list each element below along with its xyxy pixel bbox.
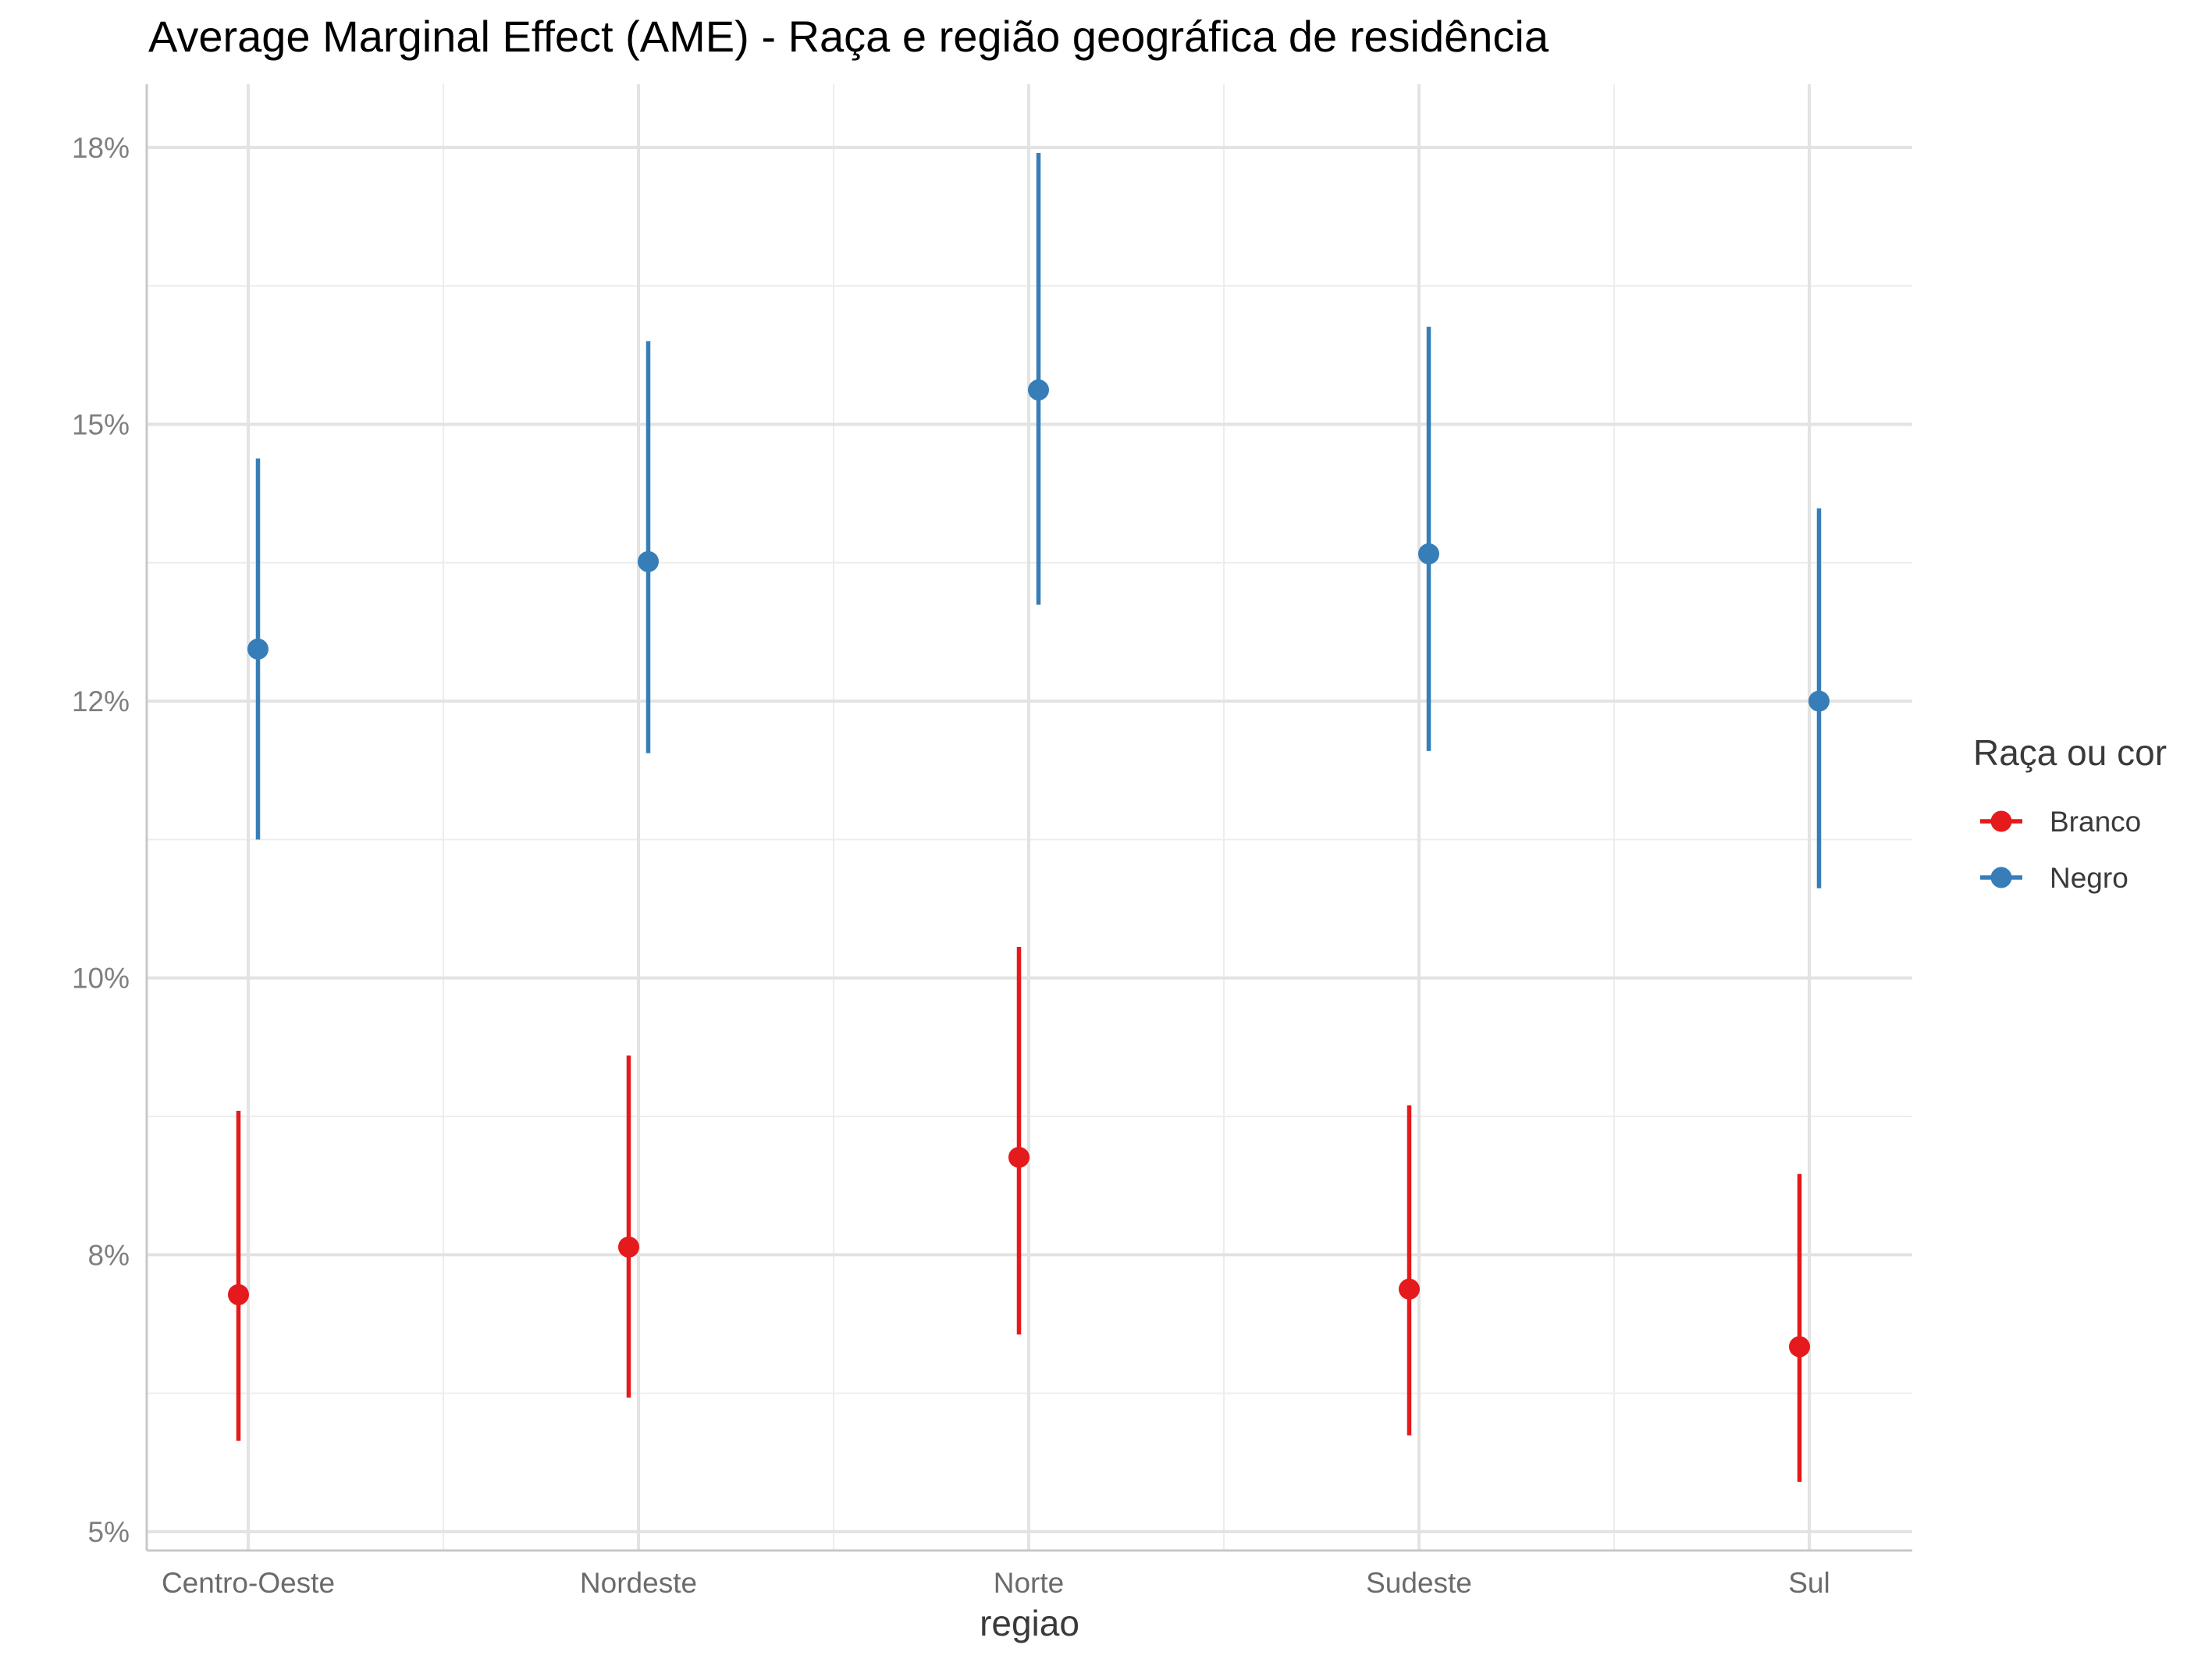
x-tick-label: Norte bbox=[994, 1567, 1064, 1599]
gridlines bbox=[147, 84, 1912, 1550]
x-tick-label: Centro-Oeste bbox=[162, 1567, 335, 1599]
x-axis-label: regiao bbox=[980, 1603, 1079, 1643]
series-branco bbox=[228, 946, 1810, 1483]
chart-title: Average Marginal Effect (AME) - Raça e r… bbox=[148, 12, 1549, 61]
y-tick-label: 18% bbox=[72, 132, 130, 164]
data-point bbox=[1008, 1146, 1030, 1168]
x-tick-label: Nordeste bbox=[580, 1567, 697, 1599]
legend-key-point bbox=[1990, 867, 2012, 888]
y-tick-label: 10% bbox=[72, 963, 130, 995]
series-negro bbox=[247, 152, 1830, 888]
data-point bbox=[228, 1283, 249, 1305]
data-point bbox=[1808, 690, 1830, 712]
y-tick-label: 12% bbox=[72, 685, 130, 717]
legend-label: Branco bbox=[2050, 806, 2141, 838]
x-tick-label: Sul bbox=[1788, 1567, 1830, 1599]
y-tick-label: 15% bbox=[72, 408, 130, 440]
data-point bbox=[247, 638, 268, 660]
data-point bbox=[1028, 379, 1049, 401]
legend-item-branco: Branco bbox=[1980, 806, 2141, 838]
data-point bbox=[1789, 1336, 1810, 1358]
data-point bbox=[618, 1236, 639, 1258]
data-point bbox=[1399, 1278, 1420, 1300]
legend-key-point bbox=[1990, 810, 2012, 832]
data-marks bbox=[228, 152, 1830, 1483]
y-tick-label: 5% bbox=[88, 1516, 130, 1548]
legend: Raça ou cor Branco Negro bbox=[1973, 732, 2167, 894]
x-tick-label: Sudeste bbox=[1366, 1567, 1472, 1599]
legend-title: Raça ou cor bbox=[1973, 732, 2167, 773]
y-tick-label: 8% bbox=[88, 1239, 130, 1271]
y-tick-labels: 5% 8% 10% 12% 15% 18% bbox=[72, 132, 130, 1548]
x-tick-labels: Centro-Oeste Nordeste Norte Sudeste Sul bbox=[162, 1567, 1830, 1599]
legend-item-negro: Negro bbox=[1980, 862, 2128, 894]
data-point bbox=[638, 550, 659, 572]
data-point bbox=[1418, 543, 1439, 564]
legend-label: Negro bbox=[2050, 862, 2128, 894]
axes bbox=[145, 84, 1912, 1552]
